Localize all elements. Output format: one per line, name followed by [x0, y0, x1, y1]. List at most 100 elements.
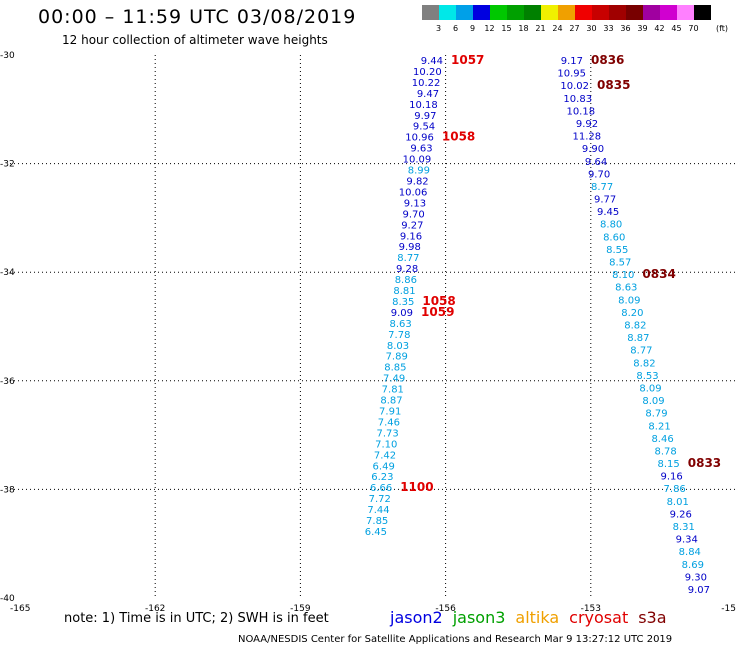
satellite-name: cryosat	[569, 608, 629, 627]
wave-height-value: 10.09	[403, 155, 432, 166]
pass-time-label: 1100	[400, 480, 433, 494]
wave-height-value: 8.69	[682, 560, 704, 571]
legend-swatch	[558, 5, 575, 20]
legend-swatch	[660, 5, 677, 20]
wave-height-value: 8.60	[603, 232, 625, 243]
legend-swatch	[456, 5, 473, 20]
wave-height-value: 6.49	[373, 461, 395, 472]
wave-height-value: 11.28	[573, 132, 602, 143]
map-subtitle: 12 hour collection of altimeter wave hei…	[62, 33, 328, 47]
wave-height-value: 9.34	[676, 535, 698, 546]
legend-swatch	[677, 5, 694, 20]
wave-height-value: 10.18	[409, 100, 438, 111]
wave-height-value: 8.77	[397, 253, 419, 264]
wave-height-value: 8.46	[651, 434, 673, 445]
wave-height-value: 7.44	[367, 505, 389, 516]
wave-height-value: 9.77	[594, 195, 616, 206]
legend-swatch	[473, 5, 490, 20]
wave-height-value: 9.16	[400, 231, 422, 242]
wave-height-value: 9.54	[413, 122, 435, 133]
wave-height-value: 9.70	[588, 169, 610, 180]
wave-height-value: 8.53	[636, 371, 658, 382]
wave-height-value: 9.27	[401, 220, 423, 231]
pass-time-label: 0833	[688, 456, 721, 470]
wave-height-value: 8.84	[679, 547, 701, 558]
legend-value: 39	[637, 24, 648, 33]
wave-height-value: 9.16	[661, 472, 683, 483]
legend-value: 21	[535, 24, 546, 33]
pass-time-label: 0835	[597, 78, 630, 92]
legend-value: 36	[620, 24, 631, 33]
legend-swatch	[592, 5, 609, 20]
legend-swatch	[507, 5, 524, 20]
wave-height-value: 9.17	[561, 56, 583, 67]
wave-height-value: 9.92	[576, 119, 598, 130]
footer-credit: NOAA/NESDIS Center for Satellite Applica…	[238, 634, 673, 645]
wave-height-value: 8.82	[633, 358, 655, 369]
legend-swatch	[643, 5, 660, 20]
legend-swatch	[524, 5, 541, 20]
legend-value: 45	[671, 24, 682, 33]
wave-height-value: 8.55	[606, 245, 628, 256]
satellite-name: jason2	[390, 608, 443, 627]
pass-time-label: 1058	[442, 130, 475, 144]
wave-height-value: 8.78	[654, 446, 676, 457]
wave-height-value: 8.09	[639, 383, 661, 394]
wave-height-value: 9.45	[597, 207, 619, 218]
pass-time-label: 0834	[642, 267, 675, 281]
wave-height-value: 7.78	[388, 330, 410, 341]
pass-time-label: 1058	[422, 294, 455, 308]
wave-height-value: 8.86	[395, 275, 417, 286]
wave-height-value: 8.77	[630, 346, 652, 357]
wave-height-value: 6.66	[370, 483, 392, 494]
legend-value: 12	[484, 24, 495, 33]
wave-height-value: 9.63	[410, 144, 432, 155]
pass-time-label: 0836	[591, 53, 624, 67]
wave-height-value: 10.22	[412, 78, 441, 89]
legend-swatch	[575, 5, 592, 20]
wave-height-value: 6.45	[365, 527, 387, 538]
legend-swatch	[694, 5, 711, 20]
legend-value: 15	[501, 24, 512, 33]
wave-height-value: 7.91	[379, 407, 401, 418]
wave-height-value: 8.87	[627, 333, 649, 344]
pass-time-label: 1059	[421, 305, 454, 319]
legend-value: 30	[586, 24, 597, 33]
legend-swatch	[541, 5, 558, 20]
wave-height-value: 9.28	[396, 264, 418, 275]
legend-value: 27	[569, 24, 580, 33]
legend-value: 33	[603, 24, 614, 33]
wave-height-value: 7.85	[366, 516, 388, 527]
wave-height-value: 7.89	[386, 352, 408, 363]
wave-height-value: 8.81	[393, 286, 415, 297]
wave-height-value: 8.82	[624, 321, 646, 332]
legend-value: 70	[688, 24, 699, 33]
pass-time-label: 1057	[451, 53, 484, 67]
legend-value: 9	[469, 24, 476, 33]
wave-height-value: 7.42	[374, 450, 396, 461]
note-text: note: 1) Time is in UTC; 2) SWH is in fe…	[64, 611, 329, 626]
wave-height-value: 9.13	[404, 198, 426, 209]
legend-unit: (ft)	[715, 24, 729, 33]
wave-height-value: 8.09	[618, 295, 640, 306]
wave-height-value: 8.01	[667, 497, 689, 508]
wave-height-value: 7.72	[369, 494, 391, 505]
legend-swatch	[422, 5, 439, 20]
wave-height-value: 8.77	[591, 182, 613, 193]
wave-height-value: 8.35	[392, 297, 414, 308]
legend-value: 24	[552, 24, 563, 33]
wave-height-value: 8.99	[408, 166, 430, 177]
wave-height-value: 8.63	[615, 283, 637, 294]
wave-height-value: 10.83	[563, 94, 592, 105]
wave-height-value: 7.46	[378, 417, 400, 428]
legend-swatch	[490, 5, 507, 20]
lon-tick-label: -162	[145, 604, 165, 614]
wave-height-value: 8.57	[609, 258, 631, 269]
wave-height-value: 8.31	[673, 522, 695, 533]
lon-tick-label: -165	[10, 604, 30, 614]
lon-tick-label: -159	[290, 604, 311, 614]
satellite-name: jason3	[452, 608, 506, 627]
lat-tick-label: -30	[0, 51, 15, 61]
satellite-legend: jason2 jason3 altika cryosat s3a	[390, 608, 677, 627]
